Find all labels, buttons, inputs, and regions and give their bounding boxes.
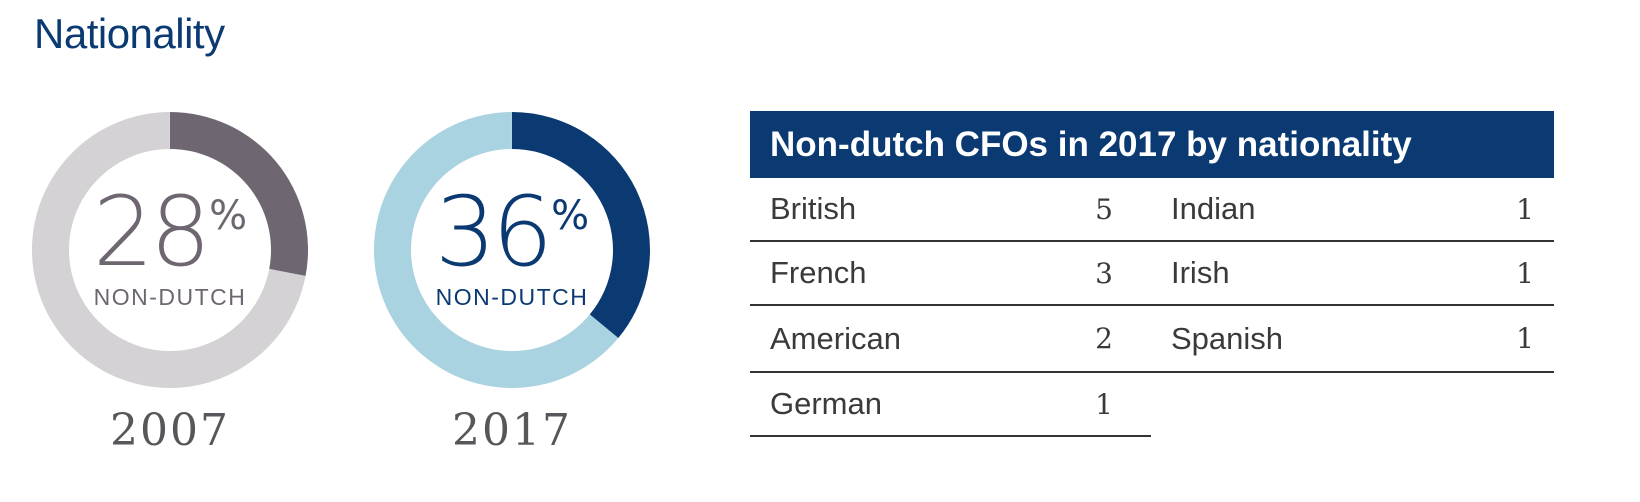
donut-chart-2007: 28 % NON-DUTCH: [30, 110, 310, 390]
donut-2007-percent-value: 28: [92, 175, 211, 288]
donut-2017-percent-sign: %: [551, 192, 590, 239]
table-row: Irish 1: [1151, 242, 1554, 306]
donut-2007-highlight-arc: [170, 112, 308, 276]
nationality-count: 5: [1095, 192, 1113, 226]
table-row: British 5: [750, 178, 1151, 242]
donut-2007-center: 28 % NON-DUTCH: [30, 110, 310, 390]
nationality-count: 2: [1095, 322, 1113, 355]
donut-chart-2017: 36 % NON-DUTCH: [372, 110, 652, 390]
table-row: Indian 1: [1151, 178, 1554, 242]
year-label-2007: 2007: [110, 405, 230, 456]
nationality-count: 1: [1516, 256, 1534, 290]
nationality-name: Indian: [1171, 191, 1256, 226]
table-row: German 1: [750, 373, 1151, 437]
donut-2017-svg: [374, 112, 650, 388]
donut-2007-svg: [31, 112, 308, 389]
nationality-name: French: [770, 255, 867, 290]
table-row: Spanish 1: [1151, 306, 1554, 373]
donut-2007-percent: 28 %: [93, 184, 247, 280]
nationality-count: 1: [1095, 387, 1113, 421]
donut-2007-label: NON-DUTCH: [93, 283, 247, 310]
nationality-count: 1: [1516, 192, 1534, 226]
donut-2017-remainder-arc: [374, 112, 619, 388]
nationality-name: American: [770, 320, 901, 356]
nationality-count: 1: [1516, 322, 1534, 355]
nationality-table-title: Non-dutch CFOs in 2017 by nationality: [750, 111, 1554, 178]
table-row: French 3: [750, 242, 1151, 306]
donut-2017-center: 36 % NON-DUTCH: [372, 110, 652, 390]
donut-2017-percent-value: 36: [434, 175, 553, 288]
year-label-2017: 2017: [452, 405, 572, 456]
nationality-name: German: [770, 386, 882, 421]
donut-2017-label: NON-DUTCH: [435, 283, 589, 310]
table-row: American 2: [750, 306, 1151, 373]
page-title: Nationality: [34, 10, 225, 57]
nationality-count: 3: [1095, 256, 1113, 290]
nationality-name: Irish: [1171, 255, 1230, 290]
donut-2007-percent-sign: %: [209, 192, 248, 239]
nationality-name: Spanish: [1171, 320, 1284, 356]
donut-2017-highlight-arc: [512, 112, 650, 338]
donut-2017-percent: 36 %: [435, 184, 589, 280]
nationality-name: British: [770, 191, 857, 226]
